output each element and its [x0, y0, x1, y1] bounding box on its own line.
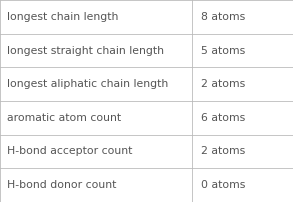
Text: 5 atoms: 5 atoms: [201, 45, 245, 56]
Text: 2 atoms: 2 atoms: [201, 79, 245, 89]
Text: 8 atoms: 8 atoms: [201, 12, 245, 22]
Text: H-bond acceptor count: H-bond acceptor count: [7, 146, 133, 157]
Text: 2 atoms: 2 atoms: [201, 146, 245, 157]
Text: 6 atoms: 6 atoms: [201, 113, 245, 123]
Text: longest aliphatic chain length: longest aliphatic chain length: [7, 79, 168, 89]
Text: longest straight chain length: longest straight chain length: [7, 45, 164, 56]
Bar: [0, 168, 293, 202]
Text: H-bond donor count: H-bond donor count: [7, 180, 117, 190]
Bar: [0, 101, 293, 135]
Text: 0 atoms: 0 atoms: [201, 180, 245, 190]
Bar: [0, 0, 293, 34]
Bar: [0, 135, 293, 168]
Text: longest chain length: longest chain length: [7, 12, 119, 22]
Text: aromatic atom count: aromatic atom count: [7, 113, 122, 123]
Bar: [0, 34, 293, 67]
Bar: [0, 67, 293, 101]
